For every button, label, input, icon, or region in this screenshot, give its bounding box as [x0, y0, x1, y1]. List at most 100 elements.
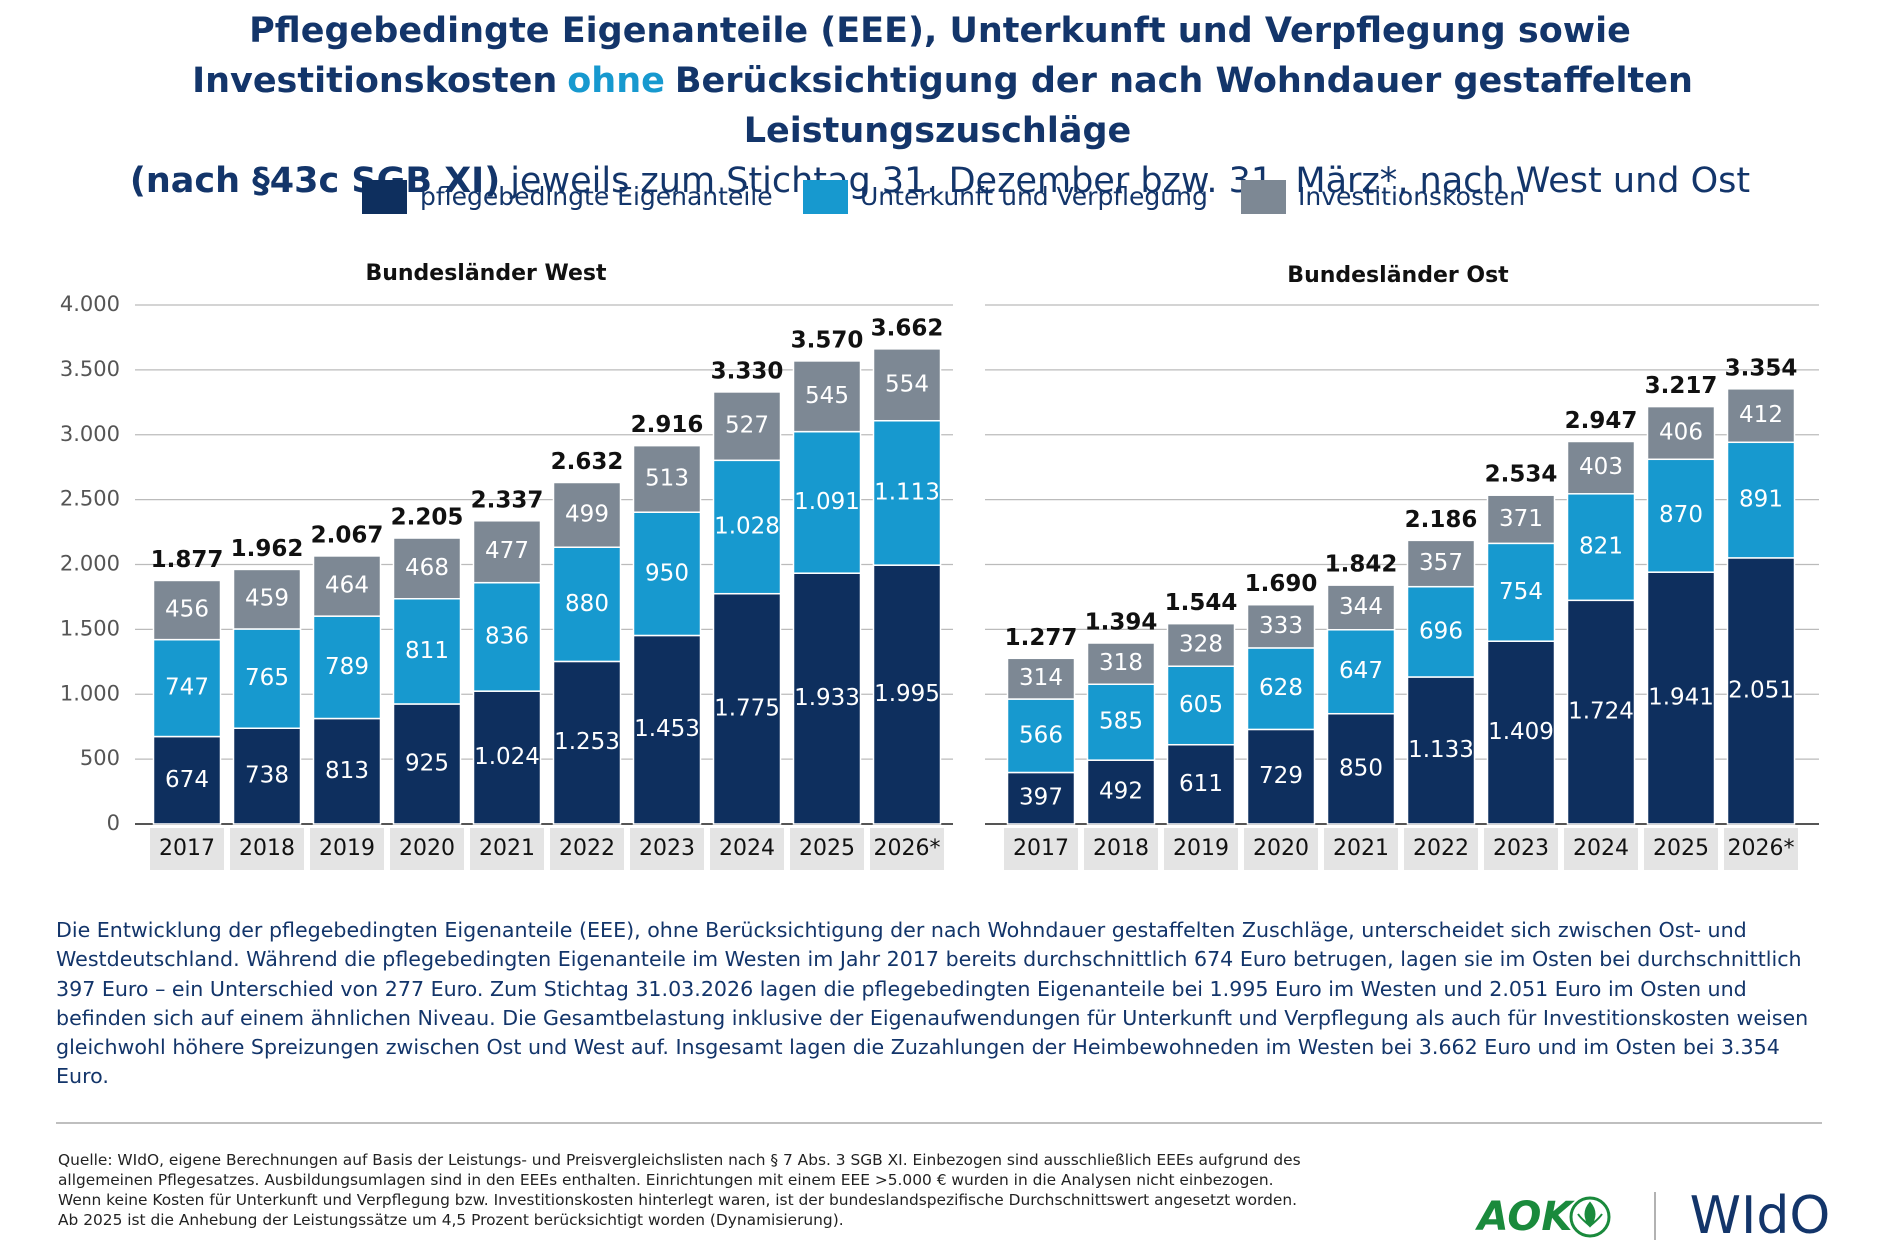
bar-segment — [152, 638, 222, 738]
bar-segment — [312, 717, 382, 825]
category-box — [470, 828, 544, 870]
value-label: 754 — [1499, 579, 1543, 605]
bar-segment — [792, 360, 862, 433]
value-label: 1.028 — [714, 514, 780, 540]
title-part: Berücksichtigung der nach Wohndauer gest… — [674, 61, 1693, 151]
x-tick-label: 2022 — [1413, 836, 1469, 861]
bar-segment — [552, 660, 622, 825]
title-part: Pflegebedingte Eigenanteile (EEE), Unter… — [249, 11, 1631, 51]
y-tick-label: 3.500 — [60, 357, 120, 381]
bar-segment — [1326, 584, 1396, 631]
value-label: 566 — [1019, 722, 1063, 748]
bar-segment — [872, 419, 942, 566]
bar-segment — [712, 459, 782, 595]
title-line: Pflegebedingte Eigenanteile (EEE), Unter… — [0, 6, 1880, 56]
footnote-line: allgemeinen Pflegesatzes. Ausbildungsuml… — [58, 1171, 1274, 1189]
bar-segment — [312, 555, 382, 617]
bar-segment — [1086, 642, 1156, 686]
bar-segment — [792, 572, 862, 825]
value-label: 397 — [1019, 785, 1063, 811]
value-label: 891 — [1739, 487, 1783, 513]
value-label: 477 — [485, 538, 529, 564]
x-tick-label: 2024 — [719, 836, 775, 861]
bar-segment — [1726, 441, 1796, 559]
bar-segment — [712, 391, 782, 462]
title-line: (nach §43c SGB XI) jeweils zum Stichtag 3… — [0, 156, 1880, 206]
value-label: 1.409 — [1488, 719, 1554, 745]
total-label: 1.962 — [231, 536, 304, 562]
y-tick-label: 2.000 — [60, 552, 120, 576]
bar-segment — [1406, 676, 1476, 825]
value-label: 647 — [1339, 658, 1383, 684]
total-label: 2.205 — [391, 504, 464, 530]
value-label: 850 — [1339, 755, 1383, 781]
value-label: 836 — [485, 623, 529, 649]
x-tick-label: 2019 — [1173, 836, 1229, 861]
footnote-line: Wenn keine Kosten für Unterkunft und Ver… — [58, 1191, 1298, 1209]
total-label: 3.662 — [871, 315, 944, 341]
category-box — [310, 828, 384, 870]
x-tick-label: 2026* — [1728, 836, 1795, 861]
category-box — [1004, 828, 1078, 870]
value-label: 357 — [1419, 550, 1463, 576]
value-label: 1.024 — [474, 744, 540, 770]
footnote-line: Ab 2025 ist die Anhebung der Leistungssä… — [58, 1211, 844, 1229]
x-tick-label: 2025 — [799, 836, 855, 861]
footnote: Quelle: WIdO, eigene Berechnungen auf Ba… — [58, 1150, 1301, 1230]
legend-label: Unterkunft und Verpflegung — [860, 182, 1208, 211]
value-label: 371 — [1499, 506, 1543, 532]
total-label: 1.690 — [1245, 571, 1318, 597]
bar-segment — [1406, 585, 1476, 678]
y-tick-label: 2.500 — [60, 487, 120, 511]
total-label: 2.632 — [551, 449, 624, 475]
bar-segment — [552, 481, 622, 548]
bar-segment — [1166, 622, 1236, 667]
total-label: 2.186 — [1405, 507, 1478, 533]
bar-segment — [1086, 683, 1156, 761]
value-label: 1.933 — [794, 685, 860, 711]
bar-segment — [1246, 728, 1316, 825]
y-tick-label: 3.000 — [60, 422, 120, 446]
value-label: 1.775 — [714, 695, 780, 721]
value-label: 459 — [245, 586, 289, 612]
x-tick-label: 2023 — [1493, 836, 1549, 861]
bar-segment — [1566, 493, 1636, 602]
category-box — [1244, 828, 1318, 870]
chart-subtitle: Bundesländer West — [365, 261, 607, 286]
bar-segment — [552, 546, 622, 663]
x-tick-label: 2017 — [1013, 836, 1069, 861]
bar-segment — [632, 444, 702, 513]
value-label: 738 — [245, 763, 289, 789]
value-label: 1.941 — [1648, 685, 1714, 711]
chart-subtitle: Bundesländer Ost — [1287, 263, 1509, 288]
bar-segment — [1646, 571, 1716, 825]
total-label: 2.534 — [1485, 462, 1558, 488]
bar-segment — [1486, 542, 1556, 642]
bar-segment — [1166, 665, 1236, 746]
bar-segment — [632, 634, 702, 825]
category-box — [870, 828, 944, 870]
category-box — [230, 828, 304, 870]
value-label: 925 — [405, 750, 449, 776]
y-tick-label: 500 — [80, 746, 120, 770]
x-tick-label: 2018 — [239, 836, 295, 861]
value-label: 545 — [805, 383, 849, 409]
value-label: 628 — [1259, 675, 1303, 701]
value-label: 333 — [1259, 613, 1303, 639]
y-tick-label: 4.000 — [60, 292, 120, 316]
category-box — [1564, 828, 1638, 870]
x-tick-label: 2020 — [399, 836, 455, 861]
legend-label: Investitionskosten — [1298, 182, 1525, 211]
bar-segment — [632, 511, 702, 637]
total-label: 2.337 — [471, 487, 544, 513]
aok-icon — [1577, 1201, 1603, 1228]
category-box — [150, 828, 224, 870]
value-label: 513 — [645, 465, 689, 491]
bar-segment — [1326, 712, 1396, 825]
bar-segment — [1566, 440, 1636, 495]
bar-segment — [1326, 629, 1396, 715]
bar-segment — [1006, 771, 1076, 825]
value-label: 456 — [165, 597, 209, 623]
bar-segment — [392, 537, 462, 600]
